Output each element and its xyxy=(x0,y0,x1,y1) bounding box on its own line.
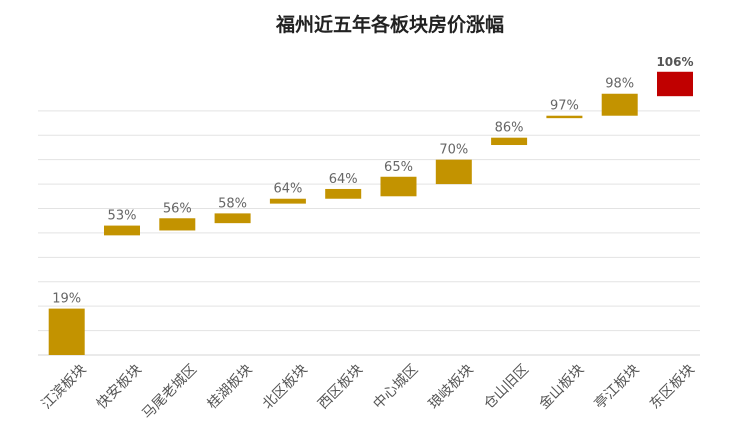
data-label-1: 19% xyxy=(52,292,81,307)
data-label-6: 64% xyxy=(329,172,358,187)
bars xyxy=(48,71,693,355)
category-label-11: 亭江板块 xyxy=(591,361,643,413)
data-label-11: 98% xyxy=(605,77,634,92)
gridlines xyxy=(38,110,700,356)
category-label-9: 仓山旧区 xyxy=(481,362,532,413)
category-label-5: 北区板块 xyxy=(260,362,311,413)
chart-title: 福州近五年各板块房价涨幅 xyxy=(275,13,504,36)
bar-11 xyxy=(601,93,638,116)
category-label-10: 金山板块 xyxy=(536,362,587,413)
bar-2 xyxy=(104,225,140,236)
data-label-7: 65% xyxy=(384,160,413,175)
bar-7 xyxy=(380,176,417,197)
bar-8 xyxy=(435,159,472,185)
bar-9 xyxy=(491,137,528,146)
category-label-4: 桂湖板块 xyxy=(205,362,256,413)
data-label-9: 86% xyxy=(495,121,524,136)
category-label-6: 西区板块 xyxy=(315,362,366,413)
bar-10 xyxy=(546,115,583,119)
data-label-3: 56% xyxy=(163,201,192,216)
category-label-3: 马尾老城区 xyxy=(139,362,200,423)
category-label-7: 中心城区 xyxy=(370,362,421,413)
bar-6 xyxy=(325,188,362,199)
data-label-5: 64% xyxy=(273,182,302,197)
data-label-2: 53% xyxy=(108,209,137,224)
data-label-12: 106% xyxy=(656,55,693,69)
bar-4 xyxy=(214,213,251,224)
category-label-2: 快安板块 xyxy=(94,362,145,413)
data-labels: 19% 53% 56% 58% 64% 64% 65% 70% 86% 97% 98% 106% xyxy=(52,55,693,307)
bar-3 xyxy=(159,218,196,231)
bar-12 xyxy=(657,71,693,97)
bar-1 xyxy=(48,308,85,355)
category-label-8: 琅岐板块 xyxy=(426,362,477,413)
category-label-12: 东区板块 xyxy=(647,362,698,413)
category-label-1: 江滨板块 xyxy=(39,362,90,413)
data-label-4: 58% xyxy=(218,196,247,211)
data-label-8: 70% xyxy=(439,143,468,158)
bar-5 xyxy=(269,198,306,204)
data-label-10: 97% xyxy=(550,99,579,114)
